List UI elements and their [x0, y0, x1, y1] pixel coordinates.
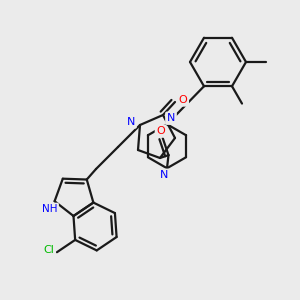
Text: O: O: [178, 95, 188, 105]
Text: N: N: [160, 170, 168, 180]
Text: O: O: [156, 126, 165, 136]
Text: N: N: [127, 117, 135, 127]
Text: N: N: [167, 113, 175, 123]
Text: Cl: Cl: [44, 245, 54, 255]
Text: NH: NH: [42, 204, 57, 214]
